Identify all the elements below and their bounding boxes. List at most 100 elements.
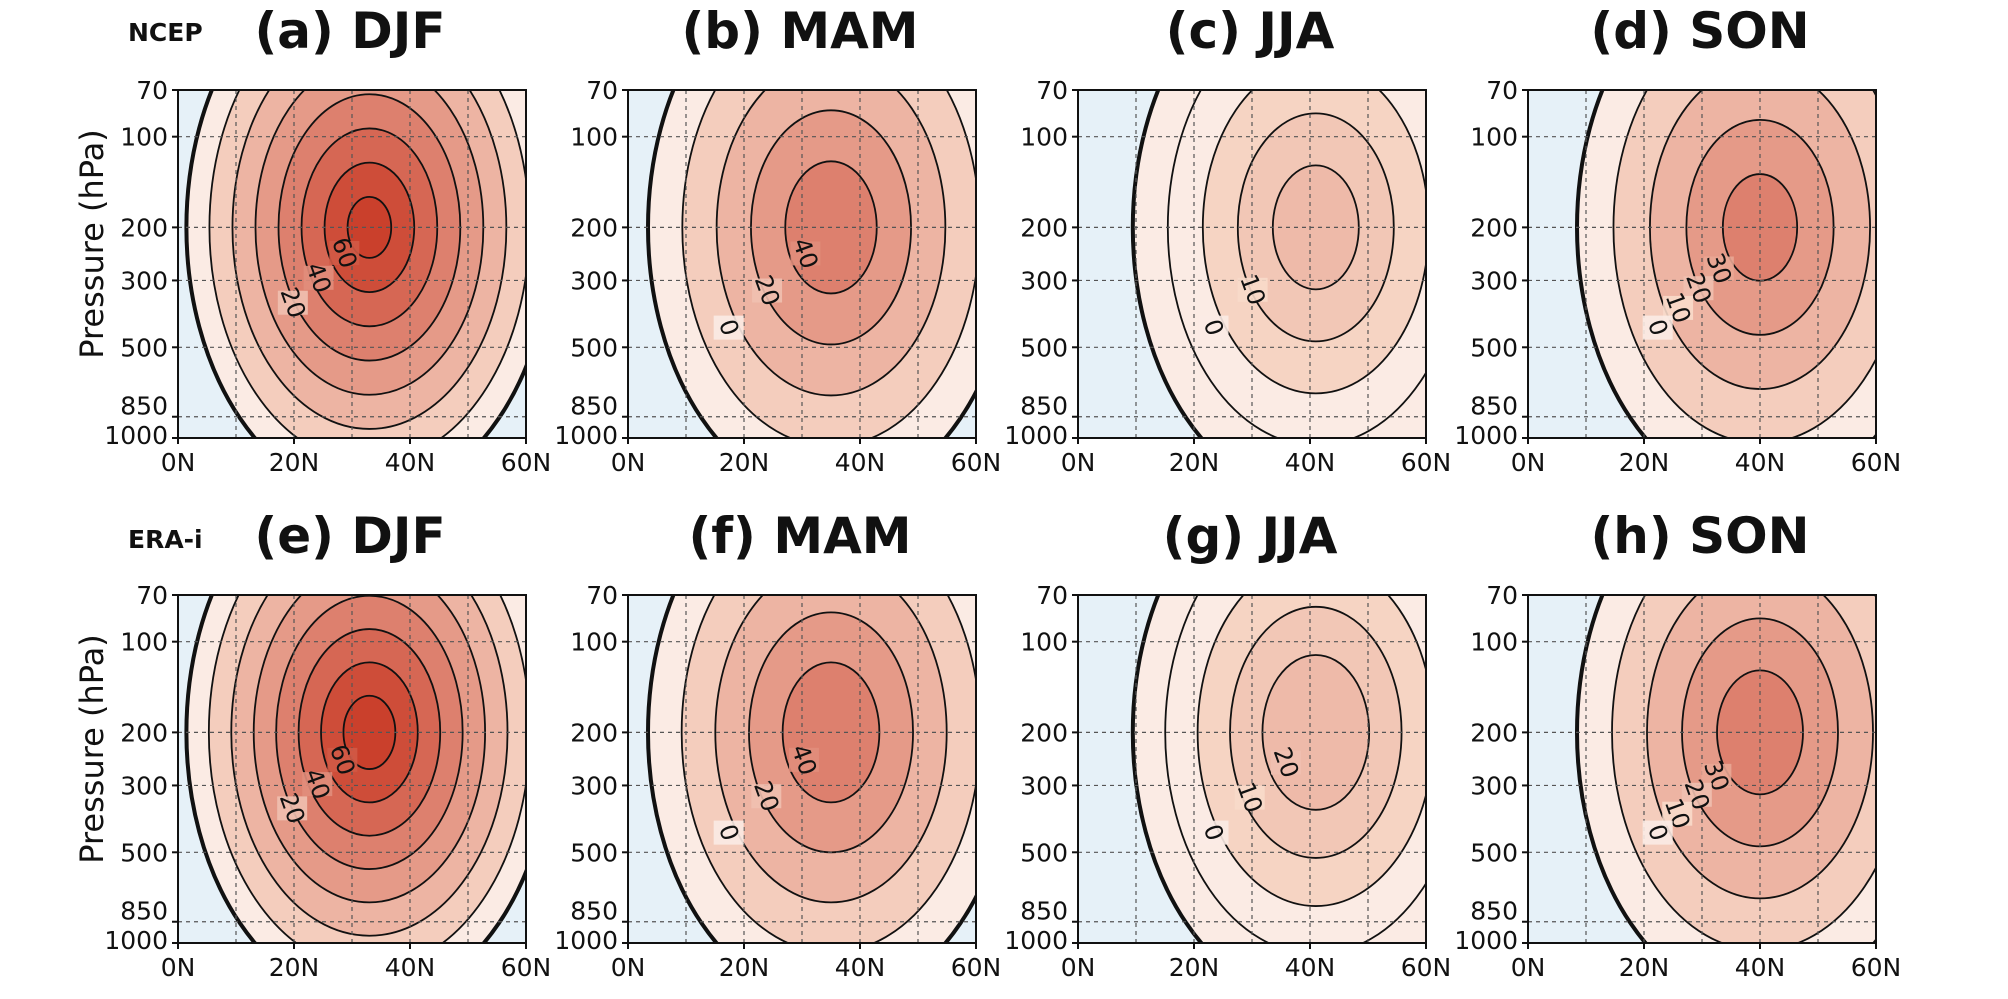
row-label-ncep: NCEP [128, 18, 203, 47]
x-tick-label: 0N [1511, 953, 1546, 982]
y-tick-label: 850 [1020, 392, 1068, 421]
y-tick-label: 200 [570, 718, 618, 747]
x-tick-label: 20N [1169, 448, 1220, 477]
panel-title-a: (a) DJF [254, 2, 446, 60]
y-tick-label: 200 [1020, 213, 1068, 242]
y-tick-label: 70 [1036, 76, 1068, 105]
panel-title-h: (h) SON [1590, 507, 1810, 565]
x-tick-label: 0N [161, 953, 196, 982]
x-tick-label: 40N [835, 953, 886, 982]
x-tick-label: 60N [1401, 953, 1452, 982]
x-tick-label: 0N [1511, 448, 1546, 477]
panel-title-b: (b) MAM [681, 2, 919, 60]
x-tick-label: 60N [1851, 448, 1902, 477]
grid [628, 90, 976, 438]
x-tick-label: 0N [1061, 953, 1096, 982]
plot-frame [1527, 594, 1877, 944]
x-tick-label: 40N [1735, 448, 1786, 477]
row-label-era-i: ERA-i [128, 525, 203, 554]
y-tick-label: 500 [1020, 333, 1068, 362]
y-tick-label: 200 [120, 718, 168, 747]
y-tick-label: 1000 [554, 926, 618, 955]
x-tick-label: 60N [951, 448, 1002, 477]
y-tick-label: 300 [1470, 266, 1518, 295]
x-tick-label: 0N [611, 448, 646, 477]
x-tick-label: 0N [611, 953, 646, 982]
y-tick-label: 100 [120, 123, 168, 152]
x-tick-label: 20N [1619, 953, 1670, 982]
y-tick-label: 500 [570, 333, 618, 362]
y-tick-label: 850 [570, 392, 618, 421]
y-tick-label: 300 [1020, 266, 1068, 295]
y-tick-label: 1000 [1004, 421, 1068, 450]
x-tick-label: 60N [951, 953, 1002, 982]
y-tick-label: 1000 [1004, 926, 1068, 955]
y-tick-label: 300 [570, 771, 618, 800]
y-tick-label: 850 [120, 392, 168, 421]
y-tick-label: 70 [586, 581, 618, 610]
x-tick-label: 60N [1851, 953, 1902, 982]
x-tick-label: 40N [385, 448, 436, 477]
y-tick-label: 300 [120, 266, 168, 295]
x-tick-label: 40N [1285, 953, 1336, 982]
panel-title-f: (f) MAM [688, 507, 912, 565]
grid [178, 595, 526, 943]
grid [1078, 595, 1426, 943]
panel-title-d: (d) SON [1590, 2, 1810, 60]
y-tick-label: 1000 [104, 926, 168, 955]
y-tick-label: 100 [1470, 123, 1518, 152]
y-tick-label: 100 [1020, 123, 1068, 152]
y-tick-label: 70 [136, 581, 168, 610]
contour-fills [646, 595, 976, 943]
y-tick-label: 200 [120, 213, 168, 242]
y-tick-label: 200 [570, 213, 618, 242]
contour-fills [1130, 595, 1426, 943]
y-tick-label: 100 [570, 123, 618, 152]
grid [1528, 595, 1876, 943]
x-tick-label: 40N [835, 448, 886, 477]
y-tick-label: 850 [570, 897, 618, 926]
y-tick-label: 200 [1020, 718, 1068, 747]
x-tick-label: 20N [269, 448, 320, 477]
y-tick-label: 850 [1470, 897, 1518, 926]
y-tick-label: 500 [1020, 838, 1068, 867]
y-tick-label: 70 [136, 76, 168, 105]
x-tick-label: 20N [719, 448, 770, 477]
plot-frame [177, 89, 527, 439]
x-tick-label: 0N [161, 448, 196, 477]
x-tick-label: 40N [385, 953, 436, 982]
y-tick-label: 1000 [554, 421, 618, 450]
contour-fills [1575, 90, 1876, 438]
y-tick-label: 1000 [104, 421, 168, 450]
y-tick-label: 70 [1486, 581, 1518, 610]
contour-fills [184, 90, 526, 438]
panel-title-g: (g) JJA [1162, 507, 1338, 565]
y-tick-label: 300 [1020, 771, 1068, 800]
y-tick-label: 300 [120, 771, 168, 800]
y-tick-label: 850 [1470, 392, 1518, 421]
y-tick-label: 100 [570, 628, 618, 657]
y-tick-label: 300 [570, 266, 618, 295]
y-tick-label: 1000 [1454, 926, 1518, 955]
y-tick-label: 500 [570, 838, 618, 867]
panel-title-c: (c) JJA [1165, 2, 1335, 60]
grid [178, 90, 526, 438]
y-tick-label: 500 [1470, 333, 1518, 362]
y-tick-label: 1000 [1454, 421, 1518, 450]
y-tick-label: 500 [120, 333, 168, 362]
x-tick-label: 20N [1619, 448, 1670, 477]
y-tick-label: 500 [120, 838, 168, 867]
panel-title-e: (e) DJF [254, 507, 446, 565]
contour-fills [184, 595, 526, 943]
y-tick-label: 200 [1470, 718, 1518, 747]
grid [1528, 90, 1876, 438]
